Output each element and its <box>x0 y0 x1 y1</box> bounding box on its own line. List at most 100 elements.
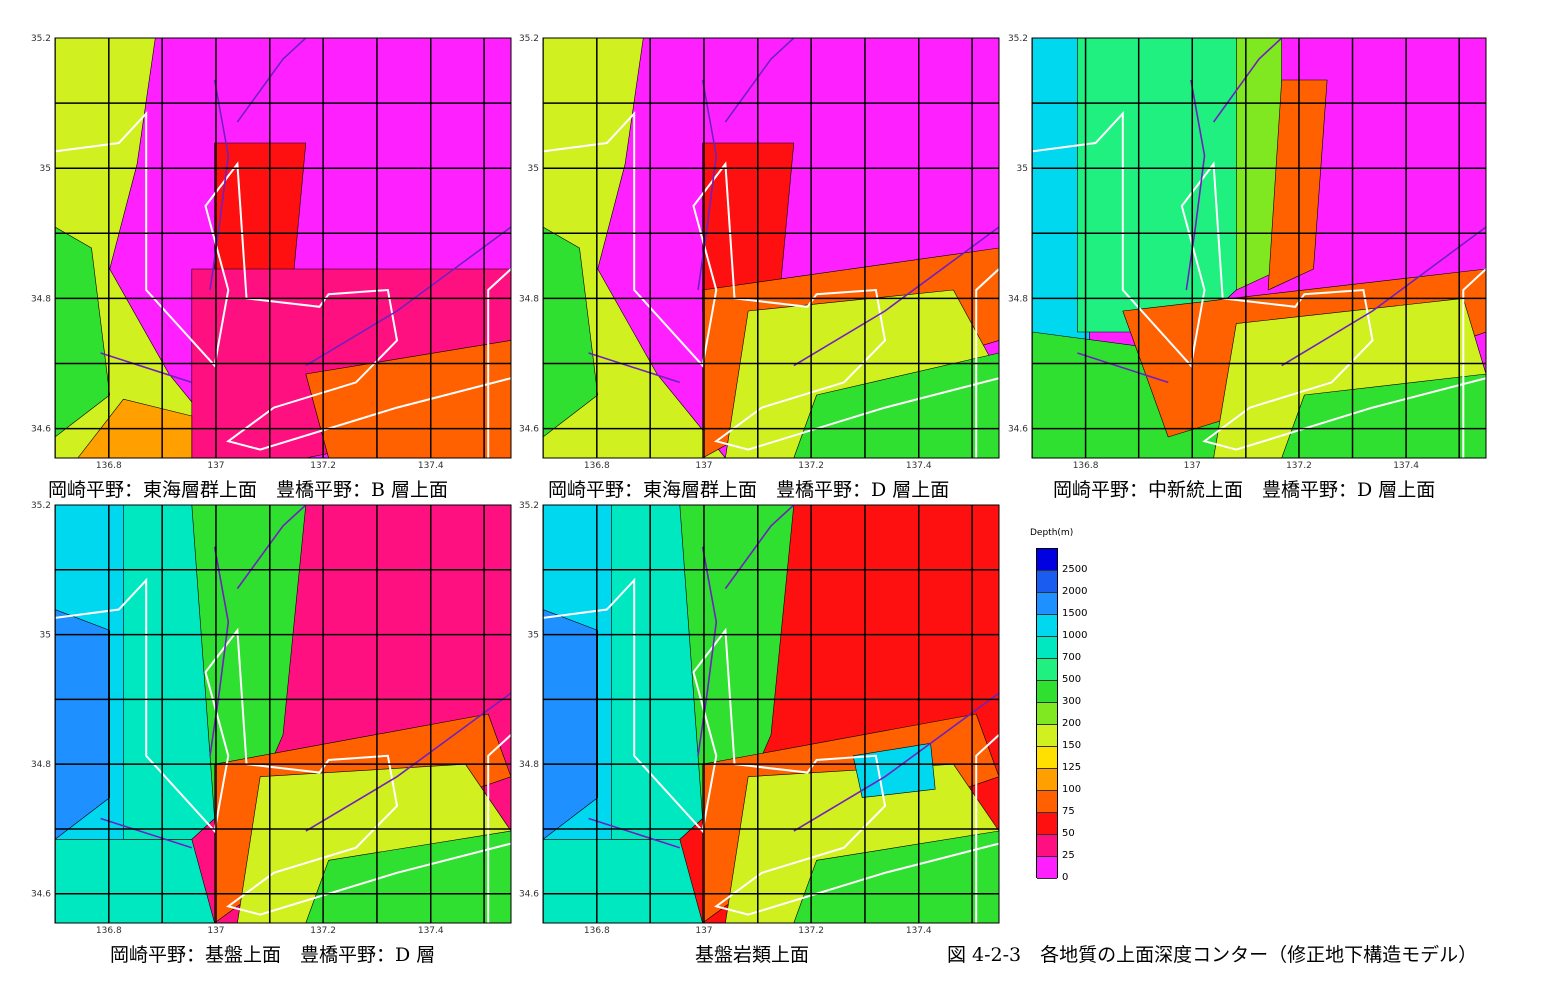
legend-swatch <box>1037 549 1057 571</box>
depth-region <box>55 609 110 840</box>
legend-swatch <box>1037 813 1057 835</box>
map-frame <box>1031 37 1487 459</box>
map-panel-2: 136.8 137 137.2 137.4 35.2 35 34.8 34.6 岡崎平野：東海… <box>0 0 1000 501</box>
fault-line <box>209 79 230 291</box>
depth-region <box>1267 79 1328 291</box>
y-tick-label: 34.6 <box>31 425 51 435</box>
legend-label: 500 <box>1062 674 1082 685</box>
contour-map: 136.8 137 137.2 137.4 35.2 35 34.8 34.6 <box>1008 34 1487 471</box>
legend-label: 2500 <box>1062 564 1088 575</box>
depth-region <box>543 226 599 438</box>
legend-label: 150 <box>1062 740 1082 751</box>
legend-swatch <box>1037 571 1057 593</box>
legend-label: 300 <box>1062 696 1082 707</box>
figure-caption: 図 4-2-3 各地質の上面深度コンター（修正地下構造モデル） <box>947 944 1478 966</box>
y-tick-label: 35.2 <box>519 501 539 511</box>
map-panel-3: 136.8 137 137.2 137.4 35.2 35 34.8 34.6 岡崎平野：中新… <box>0 0 1500 501</box>
legend-label: 25 <box>1062 850 1075 861</box>
x-tick-label: 137 <box>695 461 712 471</box>
x-tick-label: 137.4 <box>418 461 444 471</box>
y-tick-label: 34.8 <box>519 760 539 770</box>
coastline <box>975 734 999 923</box>
x-tick-label: 137 <box>207 926 224 936</box>
fault-line <box>1077 352 1169 384</box>
y-tick-label: 35 <box>40 164 51 174</box>
coastline <box>975 268 999 458</box>
legend-label: 75 <box>1062 806 1075 817</box>
coastline <box>543 111 999 451</box>
legend-swatch <box>1037 681 1057 703</box>
legend-swatch <box>1037 747 1057 769</box>
legend-label: 1000 <box>1062 630 1088 641</box>
legend-swatch <box>1037 725 1057 747</box>
fault-line <box>588 817 681 849</box>
map-panel-1: 136.8 137 137.2 137.4 35.2 35 34.8 34.6 岡崎平野：東海… <box>0 0 520 501</box>
y-tick-label: 34.6 <box>519 425 539 435</box>
y-tick-label: 34.6 <box>519 890 539 900</box>
x-tick-label: 136.8 <box>1073 461 1099 471</box>
legend-label: 1500 <box>1062 608 1088 619</box>
fault-line <box>1185 79 1206 291</box>
y-tick-label: 35 <box>528 631 539 641</box>
coastline <box>1462 268 1486 458</box>
fault-line <box>793 692 999 832</box>
y-tick-label: 34.8 <box>1008 294 1028 304</box>
legend-swatch <box>1037 615 1057 637</box>
x-tick-label: 136.8 <box>584 926 610 936</box>
legend-swatch <box>1037 703 1057 725</box>
x-tick-label: 137.2 <box>310 926 336 936</box>
panel-caption: 基盤岩類上面 <box>695 944 810 966</box>
legend-swatch <box>1037 659 1057 681</box>
depth-legend: Depth(m) 2500 2000 1500 1000 700 500 300 200 150… <box>1030 528 1120 888</box>
depth-fill <box>55 505 511 923</box>
fault-line <box>236 505 307 590</box>
y-tick-label: 34.8 <box>31 294 51 304</box>
depth-region <box>543 839 703 923</box>
coastline <box>543 577 999 916</box>
legend-swatch <box>1037 593 1057 615</box>
x-tick-label: 137.4 <box>418 926 444 936</box>
legend-title: Depth(m) <box>1030 528 1074 538</box>
legend-label: 2000 <box>1062 586 1088 597</box>
fault-line <box>697 79 718 291</box>
fault-line <box>724 505 795 590</box>
depth-region <box>55 226 110 438</box>
x-tick-label: 137.4 <box>906 926 932 936</box>
contour-map: 136.8 137 137.2 137.4 35.2 35 34.8 34.6 <box>519 34 1000 471</box>
map-frame <box>542 37 1000 459</box>
y-tick-label: 35 <box>528 164 539 174</box>
y-tick-label: 35.2 <box>31 34 51 44</box>
contour-map: 136.8 137 137.2 137.4 35.2 35 34.8 34.6 <box>519 501 1000 936</box>
x-tick-label: 136.8 <box>96 461 122 471</box>
y-tick-label: 34.8 <box>519 294 539 304</box>
coastline <box>55 111 511 451</box>
x-tick-label: 137.4 <box>906 461 932 471</box>
contour-map: 136.8 137 137.2 137.4 35.2 35 34.8 34.6 <box>31 34 512 471</box>
x-tick-label: 137 <box>207 461 224 471</box>
fault-line <box>305 226 511 367</box>
y-tick-label: 35.2 <box>519 34 539 44</box>
depth-fill <box>55 38 511 458</box>
x-tick-label: 137.2 <box>798 461 824 471</box>
map-panel-5: 136.8 137 137.2 137.4 35.2 35 34.8 34.6 基盤岩類上面 <box>519 501 1000 966</box>
y-tick-label: 35 <box>1017 164 1028 174</box>
legend-label: 200 <box>1062 718 1082 729</box>
panel-caption: 岡崎平野：東海層群上面 豊橋平野：B 層上面 <box>48 479 449 501</box>
map-frame <box>542 504 1000 924</box>
x-tick-label: 137.2 <box>310 461 336 471</box>
depth-fill <box>1032 38 1486 458</box>
fault-line <box>209 546 230 756</box>
legend-color-bar <box>1036 548 1058 879</box>
y-tick-label: 34.8 <box>31 760 51 770</box>
legend-swatch <box>1037 769 1057 791</box>
map-frame <box>54 504 512 924</box>
fault-line <box>793 226 999 367</box>
fault-line <box>724 38 795 123</box>
legend-label: 50 <box>1062 828 1075 839</box>
depth-fill <box>543 505 999 923</box>
legend-label: 700 <box>1062 652 1082 663</box>
legend-swatch <box>1037 835 1057 857</box>
panel-caption: 岡崎平野：基盤上面 豊橋平野：D 層 <box>110 944 436 966</box>
y-tick-label: 35.2 <box>31 501 51 511</box>
fault-line <box>236 38 307 123</box>
